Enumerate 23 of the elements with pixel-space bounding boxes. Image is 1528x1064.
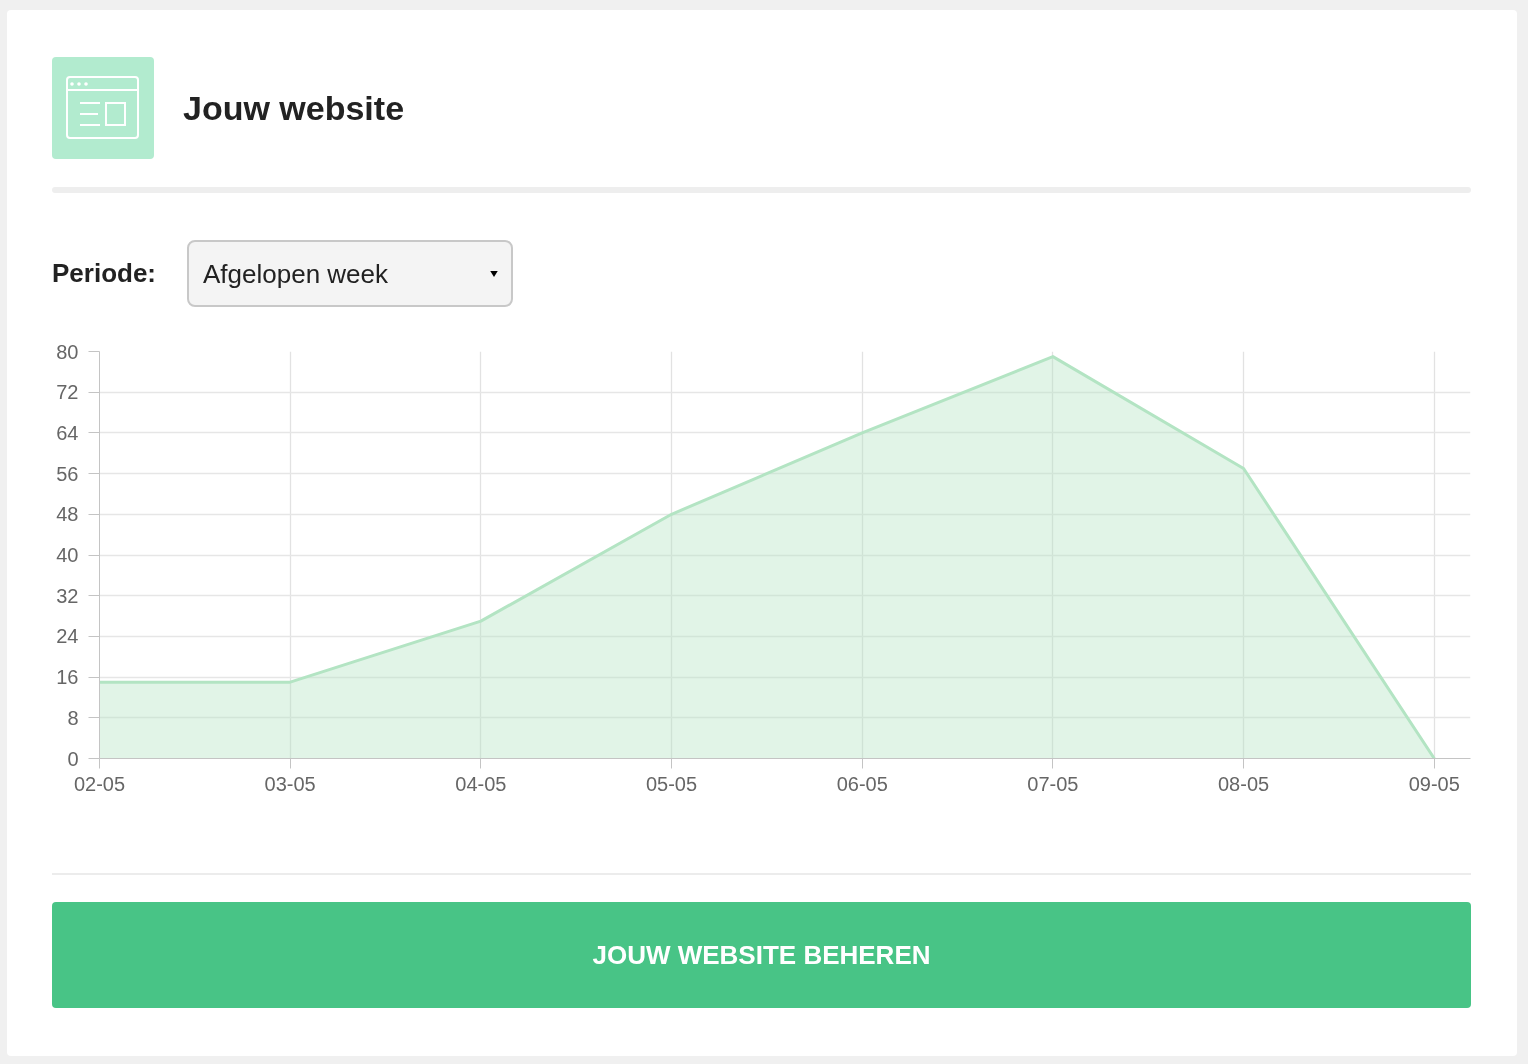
text: Afgelopen week (187, 240, 513, 307)
text: Periode: (52, 257, 157, 290)
x-tick-label: 03-05 (264, 772, 316, 795)
x-tick-label: 08-05 (1218, 772, 1270, 795)
y-tick-label: 24 (56, 625, 79, 648)
y-tick-label: 48 (56, 503, 79, 526)
y-tick-label: 56 (56, 462, 79, 485)
y-tick-label: 8 (67, 706, 79, 729)
y-tick-label: 40 (56, 544, 79, 566)
x-tick-label: 06-05 (836, 772, 888, 795)
text: JOUW WEBSITE BEHEREN (52, 902, 1471, 1008)
x-tick-label: 04-05 (455, 772, 507, 795)
y-tick-label: 32 (56, 584, 79, 607)
y-tick-label: 64 (56, 421, 79, 444)
y-tick-label: 16 (56, 666, 79, 689)
y-tick-label: 0 (67, 747, 79, 770)
x-tick-label: 07-05 (1027, 772, 1079, 795)
x-tick-label: 09-05 (1408, 772, 1460, 795)
x-tick-label: 05-05 (645, 772, 698, 795)
y-tick-label: 72 (56, 381, 79, 404)
chart-title: Jouw website (183, 87, 405, 129)
y-tick-label: 80 (56, 340, 79, 363)
x-tick-label: 02-05 (73, 772, 126, 795)
